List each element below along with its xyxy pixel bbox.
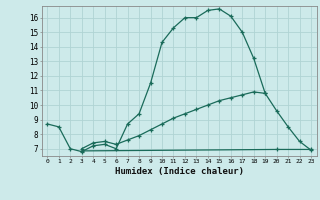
X-axis label: Humidex (Indice chaleur): Humidex (Indice chaleur) — [115, 167, 244, 176]
